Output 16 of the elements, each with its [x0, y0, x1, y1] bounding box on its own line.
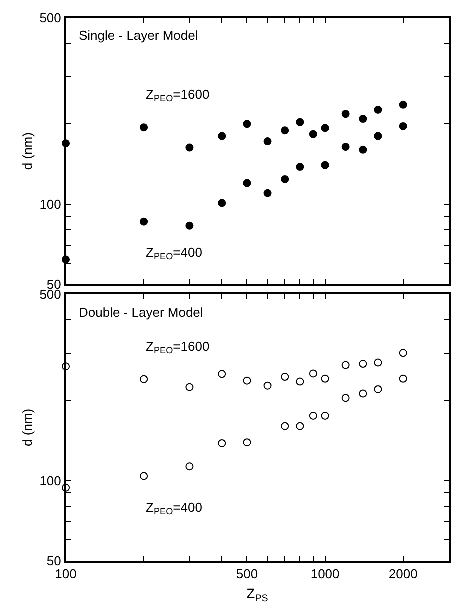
y-tick-label: 100 — [40, 196, 62, 212]
y-tick-label: 50 — [46, 554, 62, 569]
y-axis-title: d (nm) — [20, 132, 36, 170]
series-label: Z$_{PEO}$=1600 — [146, 339, 210, 356]
text: Single - Layer Model — [79, 28, 198, 43]
series-label: Z$_{PEO}$=1600 — [146, 87, 210, 104]
x-tick-label: 500 — [236, 566, 258, 582]
series-label: Z$_{PEO}$=400 — [146, 245, 202, 262]
y-axis-title: d (nm) — [20, 408, 36, 446]
y-tick-label: 100 — [40, 473, 62, 488]
x-tick-label: 2000 — [388, 566, 418, 582]
y-tick-label: 500 — [40, 10, 62, 26]
text: Double - Layer Model — [79, 305, 204, 320]
x-axis-title: Z$_{PS}$ — [246, 585, 269, 604]
x-tick-label: 1000 — [310, 566, 340, 582]
series-label: Z$_{PEO}$=400 — [146, 500, 202, 517]
